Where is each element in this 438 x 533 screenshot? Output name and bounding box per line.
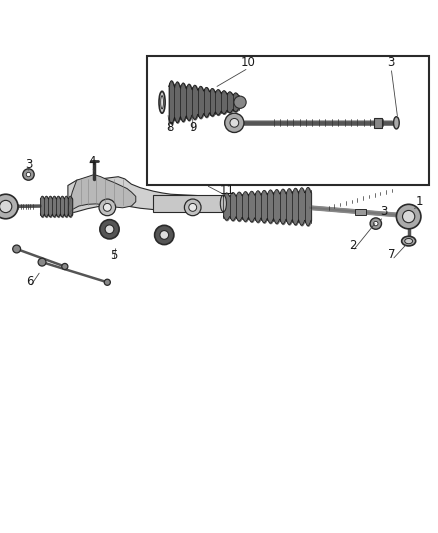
Ellipse shape [405, 238, 413, 244]
Circle shape [13, 245, 21, 253]
Text: 11: 11 [219, 184, 234, 197]
Ellipse shape [393, 117, 399, 129]
Text: 7: 7 [388, 248, 396, 261]
Polygon shape [68, 177, 217, 214]
Text: 3: 3 [380, 205, 387, 218]
Circle shape [104, 279, 110, 285]
Ellipse shape [220, 195, 226, 212]
Circle shape [26, 172, 31, 177]
Circle shape [105, 225, 114, 233]
Circle shape [230, 118, 239, 127]
Bar [374, 118, 382, 128]
Text: 6: 6 [26, 276, 34, 288]
Text: 2: 2 [349, 239, 357, 253]
Circle shape [370, 218, 381, 229]
Text: 5: 5 [110, 249, 117, 262]
Ellipse shape [159, 91, 165, 113]
Circle shape [160, 231, 169, 239]
Text: 1: 1 [415, 195, 423, 208]
Ellipse shape [189, 204, 197, 211]
Text: 8: 8 [167, 120, 174, 134]
Text: 3: 3 [388, 56, 395, 69]
Bar [147, 56, 429, 185]
Bar [355, 209, 366, 215]
Circle shape [38, 258, 46, 266]
Circle shape [374, 221, 378, 226]
Circle shape [0, 194, 18, 219]
Ellipse shape [103, 204, 111, 211]
Ellipse shape [99, 199, 116, 216]
Ellipse shape [402, 236, 416, 246]
Text: 3: 3 [25, 158, 32, 171]
Circle shape [396, 204, 421, 229]
Circle shape [0, 200, 12, 213]
Circle shape [100, 220, 119, 239]
Text: 9: 9 [189, 120, 197, 134]
Circle shape [234, 96, 246, 108]
Circle shape [62, 263, 68, 270]
Polygon shape [68, 174, 136, 214]
Circle shape [155, 225, 174, 245]
Ellipse shape [161, 96, 163, 109]
Bar [153, 195, 223, 212]
Text: 4: 4 [88, 155, 96, 168]
Circle shape [403, 211, 415, 223]
Circle shape [23, 169, 34, 180]
Text: 10: 10 [241, 56, 256, 69]
Ellipse shape [184, 199, 201, 216]
Circle shape [225, 113, 244, 133]
